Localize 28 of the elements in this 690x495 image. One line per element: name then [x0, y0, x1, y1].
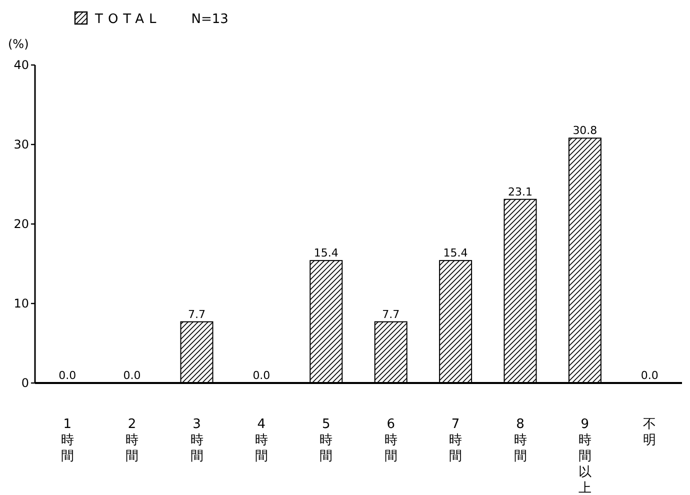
x-tick-label: 8時間 [514, 417, 527, 464]
y-tick-label: 20 [14, 217, 29, 231]
x-tick-label: 4時間 [254, 417, 268, 464]
y-tick-label: 10 [14, 296, 29, 310]
x-tick-label: 3時間 [190, 417, 204, 464]
y-tick-label: 0 [21, 376, 29, 390]
text: N=13 [191, 12, 228, 27]
x-tick-label: 9時間以上 [578, 417, 592, 495]
x-tick-label: 1時間 [60, 417, 74, 464]
data-label: 0.0 [58, 369, 76, 382]
data-label: 0.0 [252, 369, 270, 382]
x-tick-label: 7時間 [449, 417, 462, 464]
data-label: 15.4 [314, 246, 338, 260]
y-tick-label: 30 [14, 138, 29, 152]
legend-label: TOTAL [94, 12, 162, 27]
data-label: 0.0 [640, 369, 658, 382]
x-tick-label: 不明 [643, 417, 656, 448]
data-label: 15.4 [443, 246, 468, 260]
x-tick-label: 6時間 [384, 417, 398, 464]
data-label: 23.1 [508, 185, 532, 198]
data-label: 30.8 [572, 124, 598, 138]
x-tick-label: 5時間 [320, 417, 333, 464]
y-axis-title: (%) [8, 37, 29, 51]
x-tick-label: 2時間 [126, 417, 139, 464]
data-label: 0.0 [123, 369, 141, 382]
data-label: 7.7 [188, 308, 206, 321]
data-label: 7.7 [382, 308, 400, 321]
y-tick-label: 40 [14, 58, 29, 72]
